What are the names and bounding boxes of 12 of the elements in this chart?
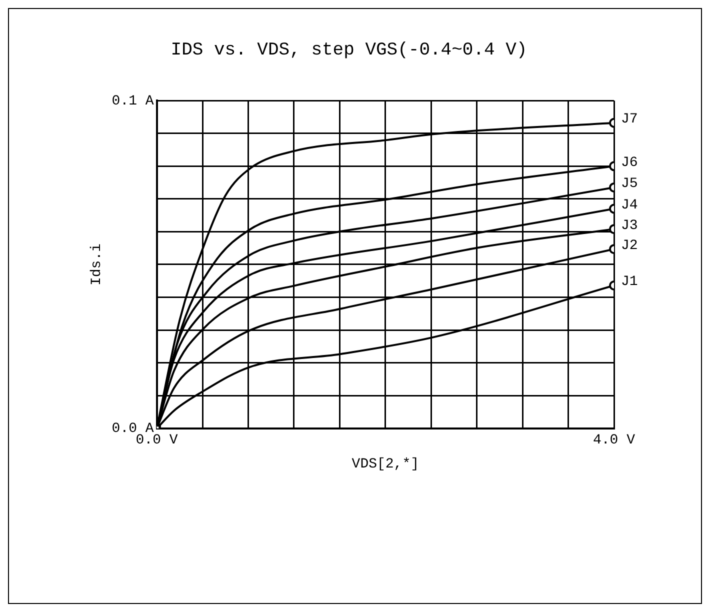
series-label: J4: [621, 197, 638, 214]
y-axis-title: Ids.i: [89, 243, 106, 286]
series-label: J2: [621, 238, 638, 254]
series-label: J6: [621, 154, 638, 171]
x-tick-label: 4.0 V: [592, 432, 636, 449]
y-tick-label: 0.1 A: [112, 93, 154, 110]
chart-title: IDS vs. VDS, step VGS(-0.4~0.4 V): [170, 40, 528, 61]
series-label: J5: [621, 176, 638, 192]
series-label: J3: [621, 218, 638, 234]
series-label: J1: [621, 274, 638, 290]
series-label: J7: [621, 112, 638, 128]
x-axis-title: VDS[2,*]: [352, 456, 420, 472]
